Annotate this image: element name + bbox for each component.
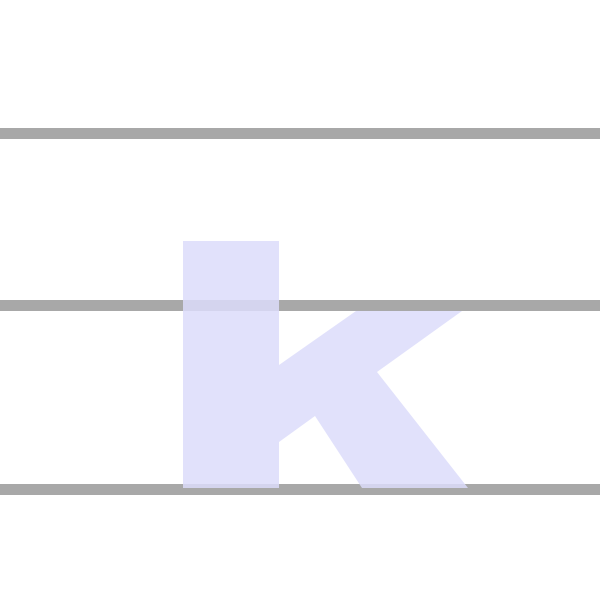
ascender-line	[0, 128, 600, 139]
x-height-line	[0, 300, 600, 311]
baseline	[0, 484, 600, 495]
letter-k-glyph	[183, 241, 468, 488]
